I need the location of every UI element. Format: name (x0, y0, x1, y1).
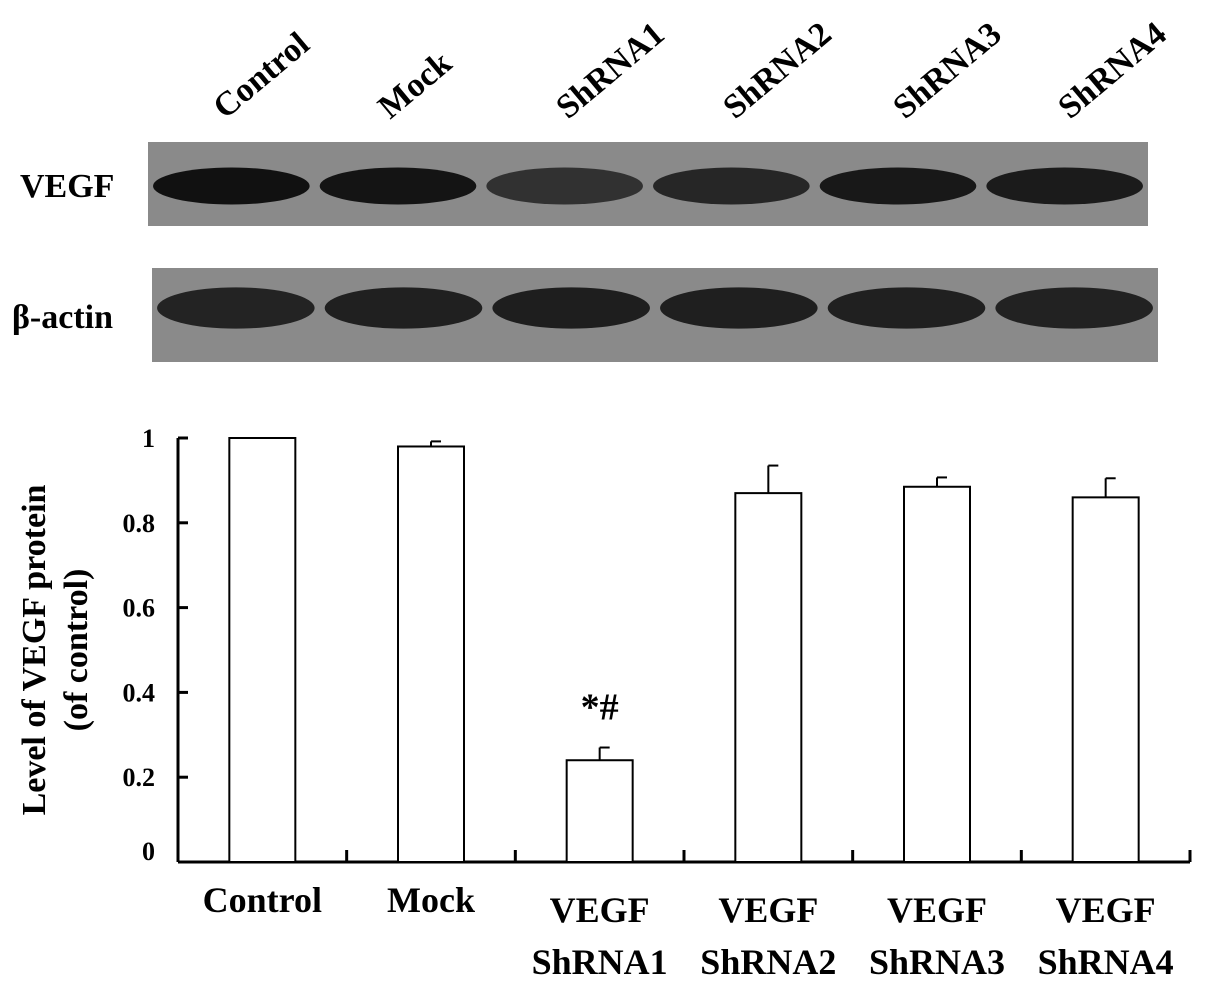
bar (565, 759, 634, 863)
y-axis-title-line: Level of VEGF protein (16, 484, 53, 815)
bar-chart: Level of VEGF protein (of control) 0 0.2 0.… (16, 424, 1192, 982)
blot-row-label: VEGF (20, 168, 114, 205)
x-category-label: VEGF (1056, 890, 1156, 930)
blot-band (486, 167, 643, 205)
lane-label: Control (206, 25, 316, 126)
bar (903, 485, 971, 863)
y-tick-label: 0.6 (123, 594, 156, 623)
bar (1071, 496, 1140, 863)
y-tick-label: 0 (142, 837, 155, 866)
blot-band (660, 287, 818, 329)
blot-band (827, 287, 986, 329)
blot-row: β-actin (12, 268, 1158, 362)
lane-labels: Control Mock ShRNA1 ShRNA2 ShRNA3 ShRNA4 (206, 15, 1173, 126)
y-tick-label: 0.2 (123, 763, 156, 792)
blot-row-label: β-actin (12, 299, 113, 336)
y-tick-label: 1 (142, 424, 155, 453)
bar (228, 437, 297, 863)
x-category-label: Control (203, 880, 322, 920)
x-category-label: ShRNA2 (700, 942, 836, 982)
blot-membrane (148, 142, 1148, 226)
y-axis-title: Level of VEGF protein (of control) (16, 484, 95, 815)
blot-membrane (152, 268, 1158, 362)
blot-row: VEGF (20, 142, 1148, 226)
bars (228, 437, 1140, 863)
lane-label: ShRNA2 (716, 15, 838, 126)
blot-band (319, 167, 477, 205)
x-category-label: ShRNA4 (1038, 942, 1174, 982)
x-category-labels: Control Mock VEGF ShRNA1 VEGF ShRNA2 VEGF ShRNA… (203, 880, 1174, 982)
bar (397, 445, 465, 863)
western-blot: Control Mock ShRNA1 ShRNA2 ShRNA3 ShRNA4 VEGF… (12, 15, 1174, 362)
x-category-label: VEGF (718, 890, 818, 930)
x-category-label: Mock (387, 880, 475, 920)
blot-band (157, 287, 315, 329)
blot-rows: VEGF β-actin (12, 142, 1158, 362)
x-category-label: ShRNA3 (869, 942, 1005, 982)
x-category-label: VEGF (550, 890, 650, 930)
x-category-label: ShRNA1 (532, 942, 668, 982)
blot-band (653, 167, 810, 205)
bar (734, 492, 803, 863)
y-ticks: 0 0.2 0.4 0.6 0.8 1 (123, 424, 188, 866)
lane-label: Mock (371, 44, 459, 126)
blot-band (492, 287, 650, 329)
blot-band (324, 287, 483, 329)
axes (176, 438, 1192, 864)
lane-label: ShRNA1 (549, 15, 671, 126)
lane-label: ShRNA4 (1051, 15, 1173, 126)
y-tick-label: 0.4 (123, 678, 156, 707)
y-tick-label: 0.8 (123, 509, 156, 538)
y-axis-title-line: (of control) (58, 569, 95, 732)
x-category-label: VEGF (887, 890, 987, 930)
error-bars (430, 440, 1116, 761)
annotations: *# (581, 687, 619, 729)
significance-annotation: *# (581, 687, 619, 729)
blot-band (995, 287, 1153, 329)
blot-band (986, 167, 1143, 205)
blot-band (153, 167, 310, 205)
blot-band (819, 167, 977, 205)
lane-label: ShRNA3 (886, 15, 1008, 126)
